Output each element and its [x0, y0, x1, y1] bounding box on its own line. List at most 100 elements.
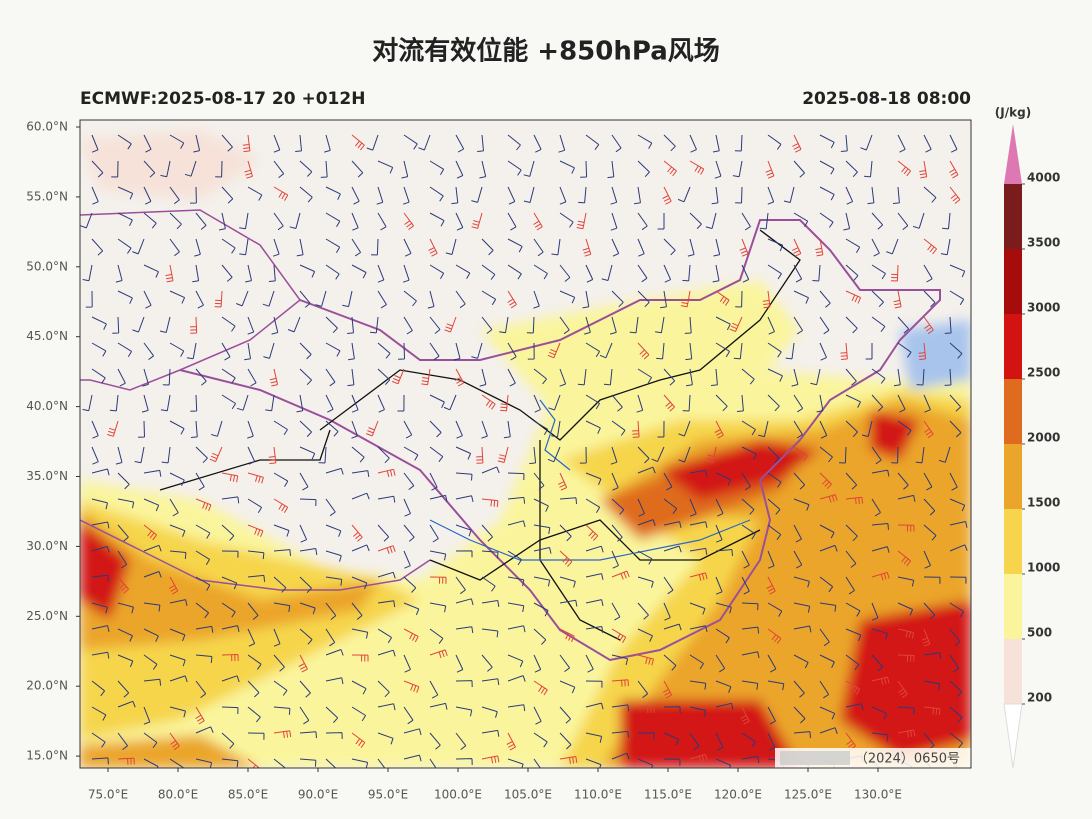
wind-barb	[377, 545, 396, 554]
wind-barb	[637, 628, 653, 642]
wind-barb	[871, 732, 889, 742]
wind-barb	[244, 160, 253, 179]
wind-barb	[585, 394, 601, 410]
wind-barb	[507, 675, 526, 682]
wind-barb	[533, 732, 548, 748]
wind-barb	[689, 498, 697, 517]
wind-barb	[897, 394, 906, 413]
wind-barb	[637, 342, 650, 360]
wind-barb	[429, 160, 445, 175]
wind-barb	[221, 576, 238, 590]
wind-barb	[715, 628, 730, 644]
wind-barb	[117, 654, 134, 668]
wind-barb	[477, 134, 484, 152]
wind-barb	[91, 238, 104, 256]
wind-barb	[91, 651, 110, 659]
wind-barb	[402, 186, 410, 205]
wind-barb	[819, 706, 836, 720]
wind-barb	[919, 160, 928, 179]
wind-barb	[559, 212, 574, 228]
wind-barb	[715, 524, 723, 543]
wind-barb	[533, 290, 540, 309]
wind-barb	[221, 675, 240, 683]
wind-barb	[247, 654, 262, 670]
wind-barb	[273, 628, 281, 647]
wind-barb	[533, 420, 549, 435]
wind-barb	[247, 368, 257, 387]
wind-barb	[741, 524, 756, 540]
wind-barb	[682, 394, 691, 412]
wind-barb	[91, 545, 110, 553]
wind-barb	[159, 316, 171, 333]
wind-barb	[637, 466, 656, 474]
wind-barb	[453, 342, 461, 361]
wind-barb	[370, 238, 379, 256]
wind-barb	[940, 238, 951, 256]
wind-barb	[861, 420, 873, 437]
wind-barb	[195, 498, 212, 511]
map: （2024）0650号	[80, 120, 971, 768]
wind-barb	[325, 732, 343, 740]
wind-barb	[117, 524, 129, 542]
wind-barb	[315, 290, 327, 307]
wind-barb	[273, 549, 291, 556]
wind-barb	[403, 134, 418, 150]
wind-barb	[559, 654, 570, 673]
wind-barb	[663, 264, 672, 283]
wind-barb	[221, 368, 236, 384]
wind-barb	[611, 472, 619, 491]
wind-barb	[741, 472, 751, 491]
wind-barb	[429, 342, 440, 361]
header-right: 2025-08-18 08:00	[802, 89, 971, 109]
lon-label: 105.0°E	[504, 788, 552, 802]
wind-barb	[558, 134, 566, 153]
wind-barb	[949, 420, 962, 438]
lon-label: 120.0°E	[714, 788, 762, 802]
wind-barb	[923, 134, 932, 153]
wind-barb	[247, 472, 264, 484]
wind-barb	[710, 368, 718, 386]
colorbar-bin	[1004, 444, 1022, 509]
wind-barb	[607, 160, 615, 179]
wind-barb	[715, 316, 731, 331]
wind-barb	[184, 160, 197, 177]
wind-barb	[507, 186, 516, 205]
wind-barb	[767, 316, 775, 335]
wind-barb	[603, 368, 613, 386]
wind-barb	[812, 264, 821, 282]
wind-barb	[481, 600, 500, 607]
wind-barb	[715, 342, 731, 358]
wind-barb	[117, 238, 132, 254]
wind-barb	[299, 731, 317, 739]
wind-barb	[585, 573, 604, 580]
wind-barb	[609, 316, 617, 335]
wind-barb	[767, 238, 784, 252]
wind-barb	[793, 498, 810, 511]
wind-barb	[637, 290, 650, 308]
wind-barb	[741, 651, 760, 659]
wind-barb	[429, 628, 444, 644]
wind-barb	[403, 524, 415, 542]
wind-barb	[273, 420, 288, 436]
wind-barb	[949, 628, 961, 646]
wind-barb	[897, 654, 915, 662]
wind-barb	[923, 264, 933, 283]
wind-barb	[845, 368, 857, 386]
wind-barb	[892, 186, 900, 204]
wind-barb	[819, 628, 830, 647]
wind-barb	[871, 316, 886, 332]
wind-barb	[942, 212, 951, 230]
wind-barb	[239, 212, 249, 230]
wind-barb	[715, 472, 732, 486]
wind-barb	[507, 368, 516, 387]
wind-barb	[91, 574, 110, 582]
wind-barb	[134, 446, 145, 464]
wind-barb	[481, 729, 500, 737]
wind-barb	[793, 316, 804, 335]
wind-barb	[637, 705, 655, 714]
wind-barb	[845, 496, 864, 505]
wind-barb	[91, 160, 104, 178]
wind-barb	[195, 726, 214, 734]
wind-barb	[741, 420, 756, 436]
wind-barb	[793, 212, 809, 227]
